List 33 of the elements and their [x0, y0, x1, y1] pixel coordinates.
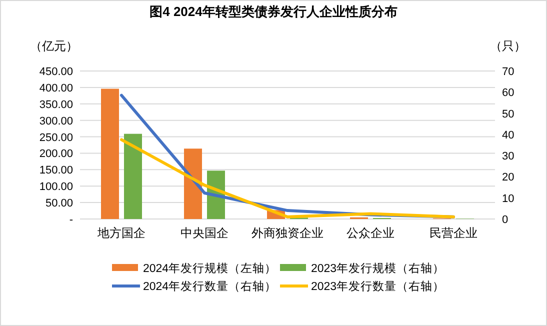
x-tick-label: 公众企业: [346, 226, 394, 240]
y2-tick-label: 20: [502, 172, 514, 184]
y-axis-title: （亿元）: [30, 39, 78, 53]
y-tick-label: 250.00: [39, 132, 73, 144]
y-tick-label: 350.00: [39, 98, 73, 111]
legend-label: 2024年发行规模（左轴）: [143, 262, 277, 275]
chart-title: 图4 2024年转型类债券发行人企业性质分布: [150, 4, 398, 19]
y-tick-label: 200.00: [39, 148, 73, 160]
bar: [184, 148, 202, 219]
x-tick-label: 地方国企: [96, 226, 146, 240]
y2-axis-title: （只）: [490, 39, 526, 53]
y-tick-label: 50.00: [45, 198, 73, 210]
y-tick-label: 150.00: [39, 164, 73, 177]
legend-label: 2023年发行数量（右轴）: [311, 280, 445, 293]
legend-label: 2024年发行数量（右轴）: [143, 280, 277, 293]
y-tick-label: 400.00: [39, 82, 73, 94]
x-tick-label: 中央国企: [180, 226, 228, 240]
x-tick-label: 民营企业: [430, 226, 478, 240]
y-tick-label: -: [69, 214, 74, 226]
y-tick-label: 300.00: [39, 115, 73, 128]
y2-tick-label: 0: [502, 214, 508, 226]
y2-tick-label: 60: [502, 87, 514, 100]
y2-tick-label: 10: [502, 192, 514, 205]
x-tick-label: 外商独资企业: [252, 226, 324, 240]
bar: [101, 88, 119, 219]
y2-tick-label: 30: [502, 150, 514, 163]
bar: [124, 134, 142, 219]
y2-tick-label: 70: [502, 66, 514, 78]
legend-label: 2023年发行规模（右轴）: [311, 262, 445, 275]
y-tick-label: 450.00: [39, 66, 73, 78]
y2-tick-label: 40: [502, 129, 514, 142]
y2-tick-label: 50: [502, 108, 514, 120]
y-tick-label: 100.00: [39, 181, 73, 194]
